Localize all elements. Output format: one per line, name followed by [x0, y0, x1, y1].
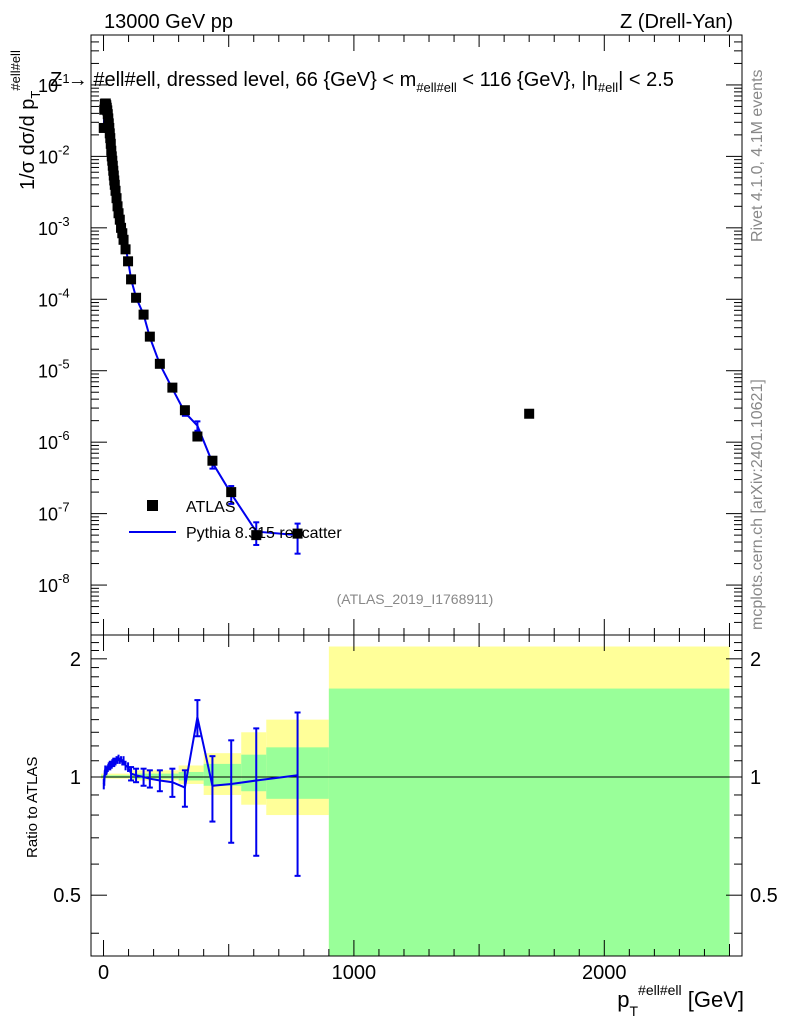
ratio-band-green-8 — [131, 773, 179, 779]
source-label: mcplots.cern.ch [arXiv:2401.10621] — [749, 379, 766, 630]
ratio-y-tick-label-left-0: 0.5 — [53, 885, 81, 907]
atlas-data-point-44 — [292, 528, 303, 539]
ylabel-sub: T — [28, 91, 43, 99]
atlas-data-point-14 — [105, 138, 116, 149]
atlas-data-point-30 — [118, 234, 129, 245]
title-part-a: Z → #ell#ell, dressed level, 66 {GeV} < … — [50, 69, 416, 91]
atlas-data-point-28 — [116, 222, 127, 233]
legend-atlas-label: ATLAS — [186, 499, 236, 516]
main-y-tick-label-1: 10-7 — [38, 500, 70, 525]
main-y-tick-label-6: 10-2 — [38, 142, 70, 167]
ratio-band-green-13 — [328, 688, 730, 956]
xlabel-sub: T — [629, 1003, 638, 1019]
analysis-watermark: (ATLAS_2019_I1768911) — [337, 591, 494, 607]
ratio-band-green-11 — [241, 754, 267, 792]
ratio-tick-labels: 0.5 0.5 1 1 2 2 0 1000 2000 — [53, 649, 778, 984]
legend: ATLAS Pythia 8.315 rescatter — [129, 499, 342, 542]
svg-text:1/σ dσ/d pT#ell#ell: 1/σ dσ/d pT #ell#ell — [8, 50, 43, 190]
ratio-plot-frame — [90, 634, 743, 957]
ratio-mc-series — [102, 699, 301, 877]
ylabel-sup: #ell#ell — [8, 50, 23, 91]
atlas-data-point-32 — [123, 256, 134, 267]
atlas-data-point-13 — [105, 133, 116, 144]
title-part-b: < 116 {GeV}, |η — [457, 69, 598, 91]
header-left: 13000 GeV pp — [104, 11, 233, 33]
main-y-tick-label-5: 10-3 — [38, 214, 70, 239]
atlas-data-point-24 — [111, 193, 122, 204]
atlas-data-point-0 — [98, 122, 109, 133]
ratio-y-tick-label-right-0: 0.5 — [750, 885, 778, 907]
ratio-x-tick-label-0: 0 — [98, 962, 109, 984]
main-y-axis-label: 1/σ dσ/d pT #ell#ell — [8, 50, 43, 190]
xlabel-unit: [GeV] — [682, 987, 744, 1012]
plot-title: Z → #ell#ell, dressed level, 66 {GeV} < … — [50, 69, 674, 95]
atlas-data-point-38 — [167, 382, 178, 393]
ratio-uncertainty-bands — [101, 646, 730, 956]
ratio-y-tick-label-right-1: 1 — [750, 767, 761, 789]
ratio-y-tick-label-left-1: 1 — [70, 767, 81, 789]
main-mc-line — [102, 99, 298, 537]
main-data-series — [98, 98, 535, 541]
ratio-x-tick-label-1: 1000 — [332, 962, 377, 984]
atlas-data-point-15 — [106, 145, 117, 156]
atlas-data-point-29 — [117, 228, 128, 239]
title-sub-a: #ell#ell — [416, 80, 457, 95]
title-sub-b: #ell — [598, 80, 618, 95]
ratio-y-tick-label-left-2: 2 — [70, 649, 81, 671]
atlas-data-point-42 — [226, 487, 237, 498]
atlas-data-point-43 — [251, 530, 262, 541]
main-mc-series — [102, 99, 301, 555]
svg-text:Z → #ell#ell, dressed level, 6: Z → #ell#ell, dressed level, 66 {GeV} < … — [50, 69, 674, 95]
xlabel-sup: #ell#ell — [638, 982, 682, 998]
ratio-band-green-9 — [178, 771, 204, 781]
atlas-data-point-25 — [112, 201, 123, 212]
atlas-data-point-23 — [110, 185, 121, 196]
rivet-version-label: Rivet 4.1.0, 4.1M events — [749, 69, 766, 242]
ratio-y-axis-label: Ratio to ATLAS — [24, 757, 41, 858]
atlas-data-point-36 — [144, 331, 155, 342]
main-y-tick-labels: 10-810-710-610-510-410-310-210-1 — [38, 71, 70, 596]
atlas-data-point-22 — [109, 179, 120, 190]
ratio-axis-ticks — [91, 635, 742, 956]
ylabel-main: 1/σ dσ/d p — [17, 99, 39, 190]
main-y-tick-label-2: 10-6 — [38, 428, 70, 453]
atlas-data-point-34 — [131, 292, 142, 303]
atlas-data-point-35 — [138, 309, 149, 320]
header-right: Z (Drell-Yan) — [620, 11, 733, 33]
atlas-data-point-41 — [207, 455, 218, 466]
legend-pythia-label: Pythia 8.315 rescatter — [186, 525, 342, 542]
atlas-data-point-40 — [192, 431, 203, 442]
atlas-data-point-39 — [179, 405, 190, 416]
ratio-x-tick-label-2: 2000 — [582, 962, 627, 984]
atlas-data-point-33 — [126, 274, 137, 285]
title-part-c: | < 2.5 — [618, 69, 674, 91]
legend-atlas-marker — [147, 500, 158, 511]
atlas-data-point-45 — [524, 408, 535, 419]
atlas-data-point-11 — [104, 122, 115, 133]
main-y-tick-label-0: 10-8 — [38, 571, 70, 596]
ratio-y-tick-label-right-2: 2 — [750, 649, 761, 671]
main-axis-ticks — [91, 34, 742, 636]
atlas-data-point-27 — [114, 214, 125, 225]
atlas-data-point-31 — [120, 244, 131, 255]
main-y-tick-label-4: 10-4 — [38, 285, 70, 310]
xlabel-main: p — [617, 987, 629, 1012]
ratio-x-axis-label: pT#ell#ell [GeV] — [617, 982, 744, 1019]
main-y-tick-label-3: 10-5 — [38, 357, 70, 382]
atlas-data-point-17 — [107, 155, 118, 166]
atlas-data-point-26 — [113, 208, 124, 219]
atlas-data-point-37 — [154, 358, 165, 369]
main-plot-frame — [90, 34, 743, 636]
